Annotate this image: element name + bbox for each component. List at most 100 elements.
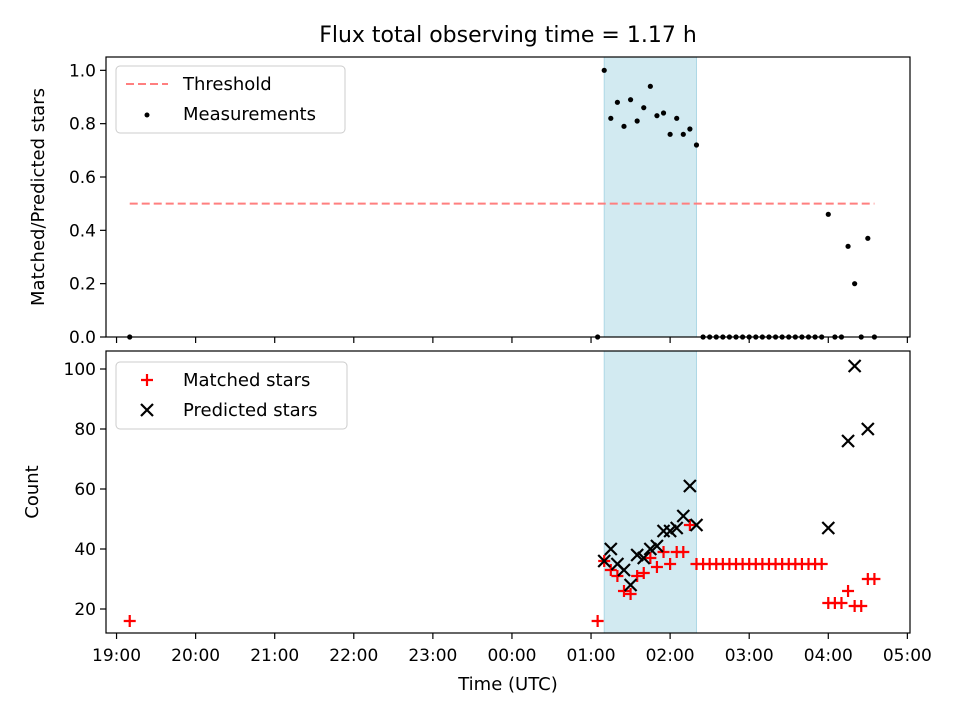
bottom-series-layer xyxy=(123,359,881,627)
x-tick-label: 22:00 xyxy=(329,646,378,666)
bottom-ytick-label: 60 xyxy=(74,480,96,500)
bottom-legend: Matched stars Predicted stars xyxy=(115,361,348,430)
matched-star-point xyxy=(683,519,696,531)
top-ytick-label: 0.8 xyxy=(69,115,96,135)
top-plot-frame xyxy=(105,56,911,338)
predicted-star-point xyxy=(821,521,836,535)
top-ytick-label: 1.0 xyxy=(69,61,96,81)
predicted-star-point xyxy=(597,554,611,568)
bottom-ytick-label: 40 xyxy=(74,540,96,560)
predicted-star-point xyxy=(669,521,684,535)
measurement-point xyxy=(674,115,680,121)
predicted-star-point xyxy=(847,359,862,373)
matched-star-point xyxy=(591,615,604,627)
x-tick-label: 20:00 xyxy=(171,646,220,666)
bottom-ytick-label: 80 xyxy=(74,420,96,440)
matched-star-point xyxy=(650,561,663,573)
top-ytick-label: 0.0 xyxy=(69,328,96,348)
bottom-ytick-label: 100 xyxy=(64,360,96,380)
measurement-point xyxy=(687,126,693,132)
measurement-point xyxy=(634,118,640,124)
x-tick-label: 02:00 xyxy=(646,646,695,666)
measurement-point xyxy=(654,113,660,119)
matched-star-point xyxy=(664,558,677,570)
measurement-point xyxy=(608,115,614,121)
matched-star-point xyxy=(617,585,630,597)
predicted-star-point xyxy=(663,524,677,538)
top-legend-box xyxy=(115,65,346,134)
x-tick-label: 04:00 xyxy=(804,646,853,666)
x-tick-label: 19:00 xyxy=(92,646,141,666)
measurement-point xyxy=(601,67,607,73)
measurement-point xyxy=(621,123,627,129)
measurement-point xyxy=(614,99,620,105)
predicted-star-point xyxy=(861,422,875,436)
bottom-panel: 20 40 60 80 100 19:00 20:00 21:00 22:00 23:00 00:… xyxy=(22,350,932,695)
x-tick-label: 05:00 xyxy=(883,646,932,666)
predicted-star-point xyxy=(643,542,658,556)
measurement-point xyxy=(667,131,673,137)
top-panel: 0.0 0.2 0.4 0.6 0.8 1.0 Matched/Predicted sta… xyxy=(28,56,911,348)
matched-star-point xyxy=(631,570,644,582)
matched-star-point xyxy=(611,570,624,582)
predicted-star-point xyxy=(604,542,618,556)
x-tick-label: 00:00 xyxy=(487,646,536,666)
predicted-star-point xyxy=(650,539,664,553)
measurement-point xyxy=(865,235,871,241)
top-observing-band xyxy=(603,56,697,338)
x-tick-label: 03:00 xyxy=(725,646,774,666)
predicted-star-point xyxy=(617,563,631,577)
legend-matched-swatch xyxy=(141,374,153,386)
legend-threshold-label: Threshold xyxy=(182,74,272,95)
predicted-star-point xyxy=(630,548,644,562)
matched-star-point xyxy=(835,597,848,609)
matched-star-point xyxy=(657,546,670,558)
predicted-star-point xyxy=(636,551,651,565)
matched-star-point xyxy=(604,564,617,576)
matched-star-point xyxy=(123,615,136,627)
bottom-x-axis: 19:00 20:00 21:00 22:00 23:00 00:00 01:00 02:00… xyxy=(92,633,932,666)
measurement-point xyxy=(845,243,851,249)
figure-title: Flux total observing time = 1.17 h xyxy=(319,23,697,48)
measurement-point xyxy=(693,142,700,148)
measurement-point xyxy=(852,281,858,287)
predicted-star-point xyxy=(689,518,704,532)
top-ytick-label: 0.2 xyxy=(69,275,96,295)
top-series-layer xyxy=(127,67,878,340)
matched-star-point xyxy=(868,573,881,585)
x-tick-label: 21:00 xyxy=(250,646,299,666)
measurement-point xyxy=(641,105,647,111)
predicted-star-point xyxy=(623,578,638,592)
bottom-plot-frame xyxy=(105,350,911,634)
legend-measurements-swatch xyxy=(144,112,150,118)
top-legend: Threshold Measurements xyxy=(115,65,346,134)
top-ytick-label: 0.6 xyxy=(69,168,96,188)
predicted-star-point xyxy=(683,479,697,493)
bottom-ytick-label: 20 xyxy=(74,600,96,620)
measurement-point xyxy=(647,83,653,89)
bottom-y-axis: 20 40 60 80 100 xyxy=(64,360,106,620)
legend-measurements-label: Measurements xyxy=(183,104,316,125)
top-ytick-label: 0.4 xyxy=(69,221,96,241)
measurement-point xyxy=(660,110,667,116)
matched-star-point xyxy=(855,600,868,612)
matched-star-point xyxy=(815,558,828,570)
bottom-legend-box xyxy=(115,361,348,430)
bottom-observing-band xyxy=(603,350,697,634)
predicted-star-point xyxy=(676,509,691,523)
matched-star-point xyxy=(624,588,637,600)
matched-star-point xyxy=(677,546,690,558)
top-y-axis-label: Matched/Predicted stars xyxy=(28,88,49,306)
measurement-point xyxy=(680,131,686,137)
bottom-y-axis-label: Count xyxy=(22,465,43,518)
legend-matched-label: Matched stars xyxy=(183,370,310,391)
matched-star-point xyxy=(637,567,650,579)
x-axis-label: Time (UTC) xyxy=(457,674,558,695)
legend-predicted-swatch xyxy=(140,403,154,417)
legend-predicted-label: Predicted stars xyxy=(183,400,317,421)
matched-star-point xyxy=(842,585,855,597)
x-tick-label: 23:00 xyxy=(408,646,457,666)
x-tick-label: 01:00 xyxy=(567,646,616,666)
measurement-point xyxy=(627,97,634,103)
